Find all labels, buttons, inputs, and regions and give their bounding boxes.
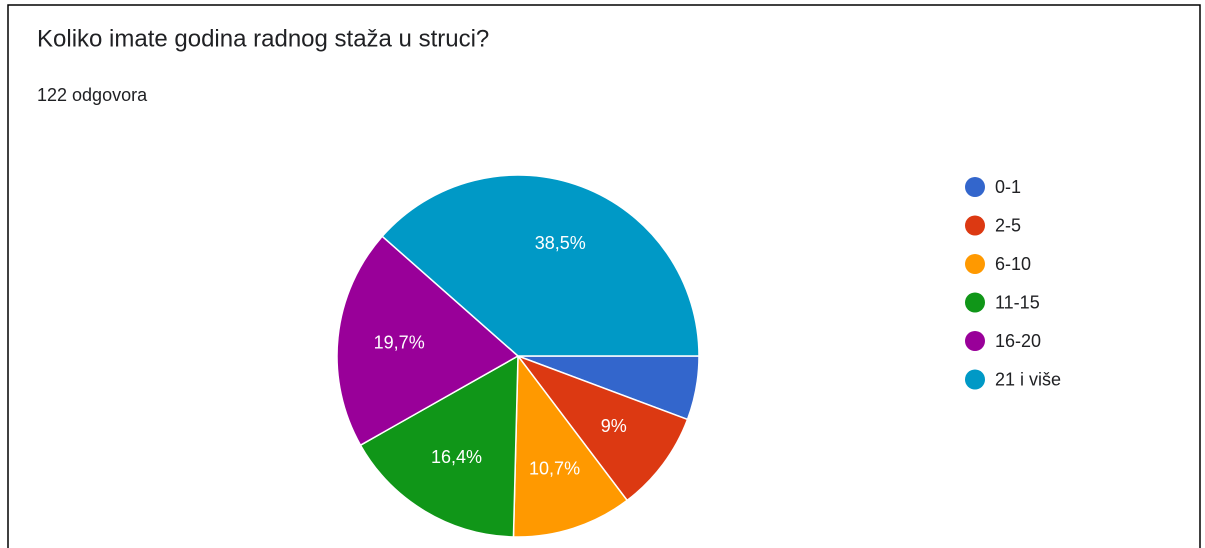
legend-label: 11-15 xyxy=(995,292,1040,312)
legend-swatch xyxy=(965,177,985,197)
legend-label: 6-10 xyxy=(995,254,1031,274)
slice-label: 10,7% xyxy=(529,458,580,478)
pie-slice xyxy=(381,174,700,357)
slice-label: 9% xyxy=(601,416,627,436)
chart-subtitle: 122 odgovora xyxy=(37,85,148,105)
pie-slice xyxy=(512,353,629,538)
legend-label: 21 i više xyxy=(995,369,1061,389)
legend-label: 16-20 xyxy=(995,331,1041,351)
slice-label: 19,7% xyxy=(374,332,425,352)
pie-slice xyxy=(515,354,689,502)
legend-label: 2-5 xyxy=(995,215,1021,235)
legend-swatch xyxy=(965,292,985,313)
slice-label: 16,4% xyxy=(431,447,482,467)
legend-swatch xyxy=(965,369,985,390)
pie-slice xyxy=(359,354,519,538)
legend-swatch xyxy=(965,331,985,351)
legend-label: 0-1 xyxy=(995,177,1021,197)
legend-swatch xyxy=(965,215,985,236)
pie-slice xyxy=(336,235,520,447)
chart-title: Koliko imate godina radnog staža u struc… xyxy=(37,25,489,52)
legend-swatch xyxy=(965,254,985,274)
slice-label: 38,5% xyxy=(535,233,586,253)
